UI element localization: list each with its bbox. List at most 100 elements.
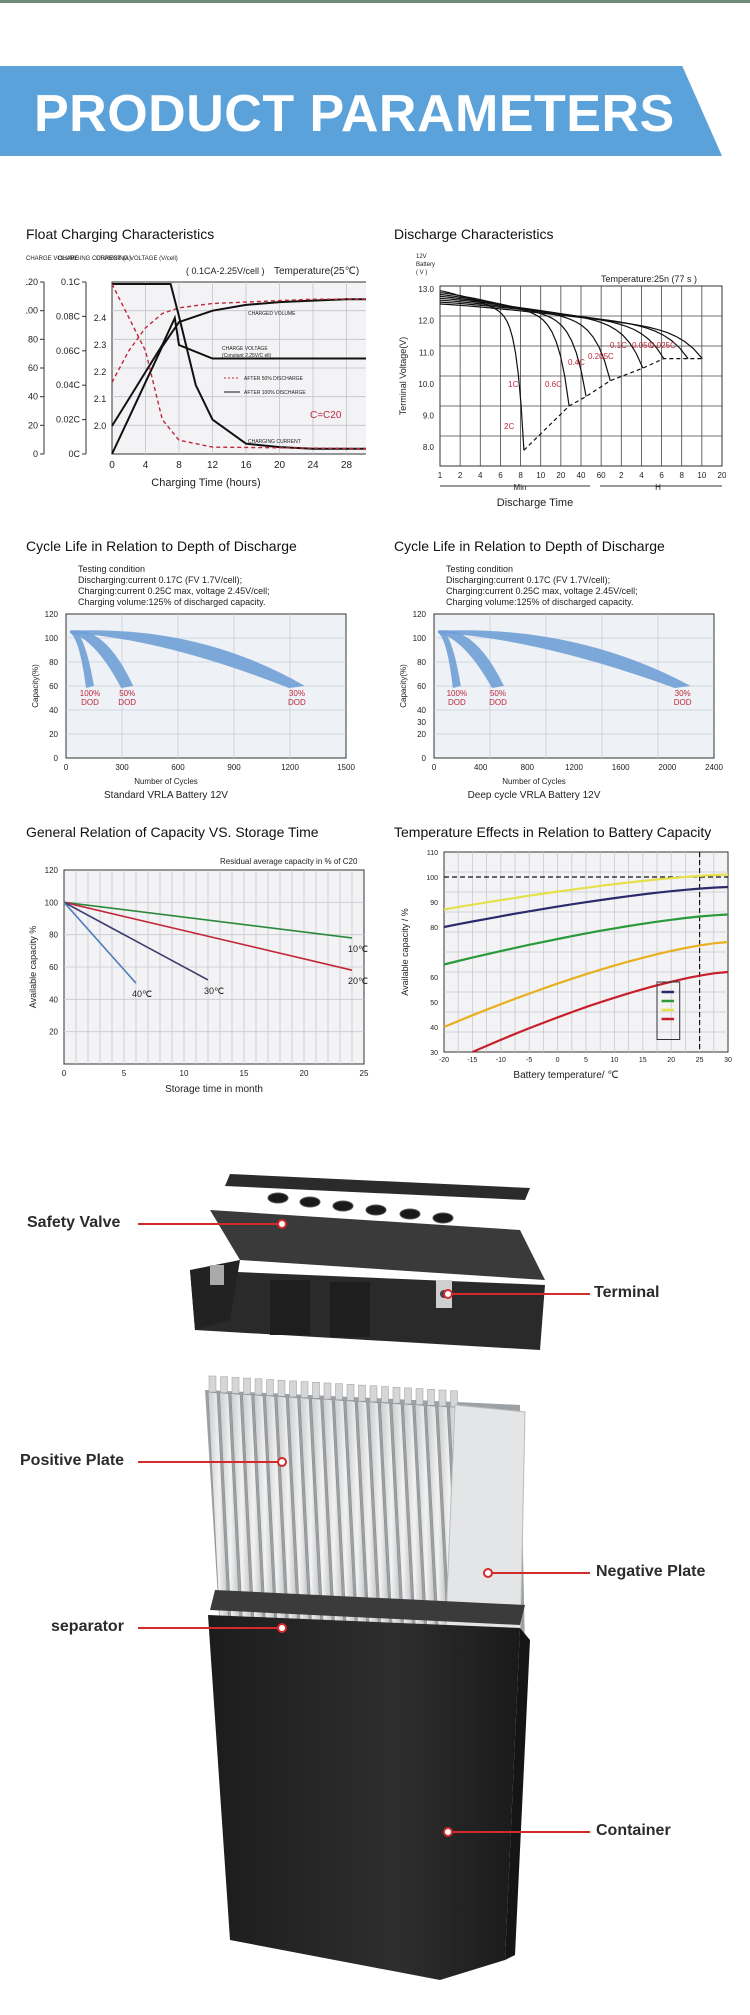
battery-label-2: Battery <box>416 262 435 268</box>
float-xlabel: Charging Time (hours) <box>151 477 260 489</box>
battery-label-3: ( V ) <box>416 270 427 276</box>
container-right <box>505 1628 530 1960</box>
battery-illustration <box>138 1174 590 1980</box>
tick-x: 2 <box>458 471 463 480</box>
dod-label-dod: DOD <box>489 698 507 707</box>
tick-charge-volume: 60 <box>28 363 38 373</box>
dod-label-pct: 100% <box>80 689 100 698</box>
plate-lug-11 <box>335 1383 343 1400</box>
plate-lug-1 <box>220 1376 228 1393</box>
temp-ylabel: Available capacity / % <box>400 908 410 995</box>
rate-label: 0.4C <box>568 358 585 367</box>
dod-label-dod: DOD <box>674 698 692 707</box>
plate-lug-4 <box>254 1378 263 1396</box>
tick-y: 30 <box>430 1050 438 1057</box>
dod-label-dod: DOD <box>288 698 306 707</box>
rate-label: 1C <box>508 380 518 389</box>
tick-x: 300 <box>115 763 129 772</box>
series-orange <box>443 940 729 1029</box>
series-0.025C <box>439 303 703 359</box>
tick-x: 30 <box>724 1057 732 1064</box>
temp-xlabel: Battery temperature/ ℃ <box>513 1070 618 1081</box>
condition-line-0: Testing condition <box>446 564 513 574</box>
tick-x: 600 <box>171 763 185 772</box>
container-front <box>208 1615 520 1980</box>
tick-x: 20 <box>274 460 286 471</box>
tick-x: 0 <box>432 763 437 772</box>
storage-note: Residual average capacity in % of C20 <box>220 857 358 866</box>
rate-label: 0.1C <box>610 341 627 350</box>
label-c20: C=C20 <box>310 410 342 421</box>
tick-y: 80 <box>417 658 426 667</box>
tick-current: 0C <box>68 449 80 459</box>
lid-top <box>210 1210 545 1280</box>
tick-x: 900 <box>227 763 241 772</box>
series-charging-current-50 <box>111 283 366 450</box>
tick-x: 5 <box>122 1069 127 1078</box>
tick-y: 60 <box>49 963 58 972</box>
tick-x: 4 <box>478 471 483 480</box>
plate-lug-18 <box>415 1388 424 1405</box>
tick-x: 24 <box>307 460 319 471</box>
plate-lug-20 <box>438 1389 447 1407</box>
label-charging-current: CHARGING CURRENT <box>248 439 301 445</box>
cutoff-line <box>523 357 703 451</box>
plate-lug-6 <box>277 1379 286 1397</box>
label-positive-plate: Positive Plate <box>20 1452 125 1469</box>
dod-label-dod: DOD <box>448 698 466 707</box>
dod-label-pct: 100% <box>447 689 467 698</box>
discharge-xlabel: Discharge Time <box>497 497 573 509</box>
tick-x: 1200 <box>281 763 299 772</box>
plate-lug-14 <box>369 1385 378 1403</box>
cycle2-title: Cycle Life in Relation to Depth of Disch… <box>394 538 665 554</box>
tick-y: 60 <box>417 682 426 691</box>
series-20℃ <box>63 901 353 971</box>
label-safety-valve: Safety Valve <box>27 1214 121 1231</box>
tick-x: 28 <box>341 460 353 471</box>
series-charge-voltage <box>111 314 366 427</box>
tick-y: 40 <box>49 706 58 715</box>
banner-title: PRODUCT PARAMETERS <box>34 85 675 143</box>
label-negative-plate: Negative Plate <box>596 1563 706 1580</box>
tick-x: 1500 <box>337 763 355 772</box>
dod-label-dod: DOD <box>118 698 136 707</box>
cycle-life-standard-panel: Cycle Life in Relation to Depth of Disch… <box>26 538 366 808</box>
tick-x: 20 <box>556 471 565 480</box>
tick-x: 0 <box>556 1057 560 1064</box>
battery-diagram: Safety Valve Terminal Positive Plate Neg… <box>0 1150 750 2010</box>
tick-x: -20 <box>439 1057 449 1064</box>
series-0.05C <box>439 301 689 359</box>
rate-label: 0.6C <box>545 380 562 389</box>
plate-lug-8 <box>300 1381 309 1398</box>
container-top <box>210 1590 525 1625</box>
tick-y: 90 <box>430 900 438 907</box>
plate-lug-21 <box>450 1390 458 1407</box>
tick-x: 60 <box>597 471 606 480</box>
tick-y: 60 <box>430 975 438 982</box>
tick-charge-volume: 0 <box>33 449 38 459</box>
tick-x: 20 <box>300 1069 309 1078</box>
plate-lug-5 <box>266 1379 274 1396</box>
tick-x: 10 <box>697 471 706 480</box>
plate-lug-10 <box>323 1382 332 1400</box>
tick-x: 2000 <box>658 763 676 772</box>
tick-voltage: 2.1 <box>94 394 107 404</box>
tick-charge-volume: 80 <box>28 334 38 344</box>
storage-xlabel: Storage time in month <box>165 1084 263 1094</box>
plate-stack <box>205 1375 526 1656</box>
tick-current: 0.02C <box>56 415 81 425</box>
tick-x: 800 <box>521 763 535 772</box>
dod-label-pct: 50% <box>490 689 506 698</box>
tick-voltage: 2.0 <box>94 421 107 431</box>
tick-current: 0.06C <box>56 346 81 356</box>
tick-y: 50 <box>430 1000 438 1007</box>
temperature-chart: 30 40 50 60 80 90 100 110 -20 -15 -10 -5 0 5 10 15 20 25 3… <box>400 850 732 1081</box>
tick-charge-volume: 100 <box>26 306 38 316</box>
tick-y: 100 <box>413 634 427 643</box>
series-10℃ <box>63 901 353 939</box>
h-label: H <box>655 483 661 492</box>
tick-voltage: 2.4 <box>94 313 107 323</box>
tick-y: 100 <box>45 898 59 907</box>
tick-y: 120 <box>413 610 427 619</box>
tick-y: 11.0 <box>419 348 435 357</box>
